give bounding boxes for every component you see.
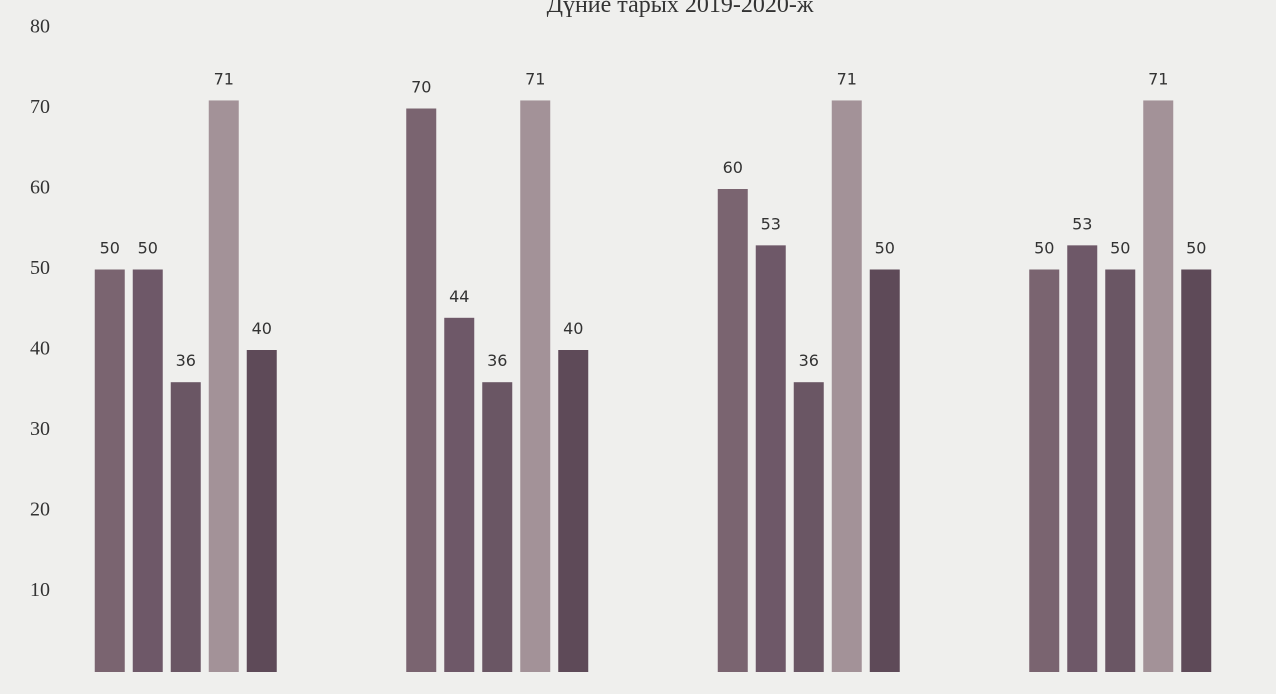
value-label: 53 bbox=[761, 214, 781, 233]
value-label: 60 bbox=[723, 158, 743, 177]
value-label: 50 bbox=[138, 239, 158, 258]
bar bbox=[246, 350, 277, 672]
value-label: 44 bbox=[449, 287, 469, 306]
value-label: 71 bbox=[214, 69, 234, 88]
value-label: 40 bbox=[563, 319, 583, 338]
bar bbox=[482, 382, 513, 672]
bar bbox=[869, 269, 900, 672]
bar bbox=[1181, 269, 1212, 672]
y-tick-label: 70 bbox=[30, 96, 50, 118]
chart-title: Дүние тарых 2019-2020-ж bbox=[547, 0, 814, 18]
bar bbox=[406, 108, 437, 672]
value-label: 50 bbox=[1186, 239, 1206, 258]
bar bbox=[1029, 269, 1060, 672]
value-label: 53 bbox=[1072, 214, 1092, 233]
bar bbox=[520, 100, 551, 672]
bar bbox=[717, 189, 748, 672]
bar bbox=[1105, 269, 1136, 672]
value-label: 71 bbox=[837, 69, 857, 88]
bar bbox=[755, 245, 786, 672]
y-tick-label: 40 bbox=[30, 338, 50, 360]
bar bbox=[793, 382, 824, 672]
y-tick-label: 10 bbox=[30, 579, 50, 601]
value-label: 71 bbox=[1148, 69, 1168, 88]
bar bbox=[1067, 245, 1098, 672]
bar bbox=[831, 100, 862, 672]
y-tick-label: 60 bbox=[30, 177, 50, 199]
value-label: 50 bbox=[1110, 239, 1130, 258]
y-tick-label: 80 bbox=[30, 16, 50, 38]
y-tick-label: 30 bbox=[30, 418, 50, 440]
value-label: 50 bbox=[875, 239, 895, 258]
y-tick-label: 50 bbox=[30, 257, 50, 279]
value-label: 36 bbox=[176, 351, 196, 370]
value-label: 36 bbox=[487, 351, 507, 370]
value-label: 70 bbox=[411, 78, 431, 97]
value-label: 36 bbox=[799, 351, 819, 370]
value-label: 40 bbox=[252, 319, 272, 338]
bar bbox=[208, 100, 239, 672]
value-label: 50 bbox=[1034, 239, 1054, 258]
bar bbox=[132, 269, 163, 672]
bar bbox=[558, 350, 589, 672]
bar bbox=[1143, 100, 1174, 672]
value-label: 50 bbox=[100, 239, 120, 258]
bar bbox=[94, 269, 125, 672]
bar bbox=[444, 317, 475, 672]
y-tick-label: 20 bbox=[30, 499, 50, 521]
bar bbox=[170, 382, 201, 672]
value-label: 71 bbox=[525, 69, 545, 88]
